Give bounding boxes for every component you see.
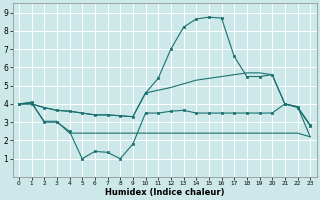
X-axis label: Humidex (Indice chaleur): Humidex (Indice chaleur): [105, 188, 224, 197]
